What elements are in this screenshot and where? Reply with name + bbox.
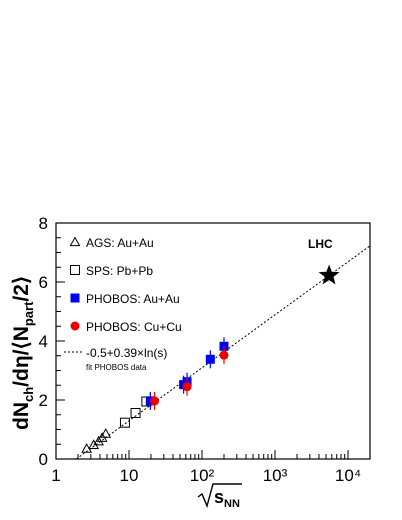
y-axis-title-text: dNch/dη/⟨Npart/2⟩: [10, 276, 36, 430]
x-tick-label: 10²: [190, 466, 215, 485]
legend-marker-filled-square: [70, 293, 80, 303]
y-tick-label: 6: [39, 273, 48, 292]
x-axis-subscript: NN: [224, 498, 240, 510]
y-tick-label: 2: [39, 391, 48, 410]
axes: 1 10 10² 10³ 10⁴ 0 2 4 6 8: [39, 214, 371, 485]
data-point-filled-square: [205, 354, 215, 364]
data-points: [81, 264, 340, 453]
legend-marker-filled-circle: [70, 321, 80, 331]
legend-marker-open-square: [70, 265, 80, 275]
y-tick-label: 4: [39, 332, 48, 351]
x-axis-title: s NN: [197, 483, 242, 510]
legend: AGS: Au+Au SPS: Pb+Pb PHOBOS: Au+Au PHOB…: [64, 236, 182, 372]
x-tick-label: 10: [120, 466, 139, 485]
data-point-filled-circle: [219, 350, 229, 360]
y-axis-title: dNch/dη/⟨Npart/2⟩: [10, 276, 36, 430]
x-tick-label: 10⁴: [335, 466, 361, 485]
lhc-label: LHC: [308, 237, 333, 251]
data-point-open-triangle: [100, 428, 112, 438]
x-tick-label: 1: [51, 466, 60, 485]
legend-sublabel-fit: fit PHOBOS data: [86, 363, 147, 372]
data-point-filled-circle: [150, 396, 160, 406]
data-point-filled-circle: [182, 382, 192, 392]
data-point-open-triangle: [93, 435, 105, 446]
data-point-open-square: [119, 417, 130, 428]
radical-sign: [197, 483, 242, 509]
legend-label-phobos-cucu: PHOBOS: Cu+Cu: [86, 320, 182, 334]
legend-label-phobos-auau: PHOBOS: Au+Au: [86, 292, 180, 306]
plot-area-border: [55, 222, 371, 460]
data-point-open-triangle: [88, 439, 100, 449]
legend-label-ags: AGS: Au+Au: [86, 236, 154, 250]
lhc-star-marker: [318, 264, 340, 285]
x-tick-label: 10³: [263, 466, 288, 485]
legend-label-sps: SPS: Pb+Pb: [86, 264, 153, 278]
legend-marker-open-triangle: [69, 236, 81, 247]
x-axis-symbol: s: [214, 487, 224, 507]
plot-frame: [55, 222, 371, 460]
legend-label-fit: -0.5+0.39×ln(s): [86, 346, 167, 360]
y-tick-label: 0: [39, 450, 48, 469]
data-point-open-square: [130, 407, 141, 418]
y-tick-label: 8: [39, 214, 48, 233]
